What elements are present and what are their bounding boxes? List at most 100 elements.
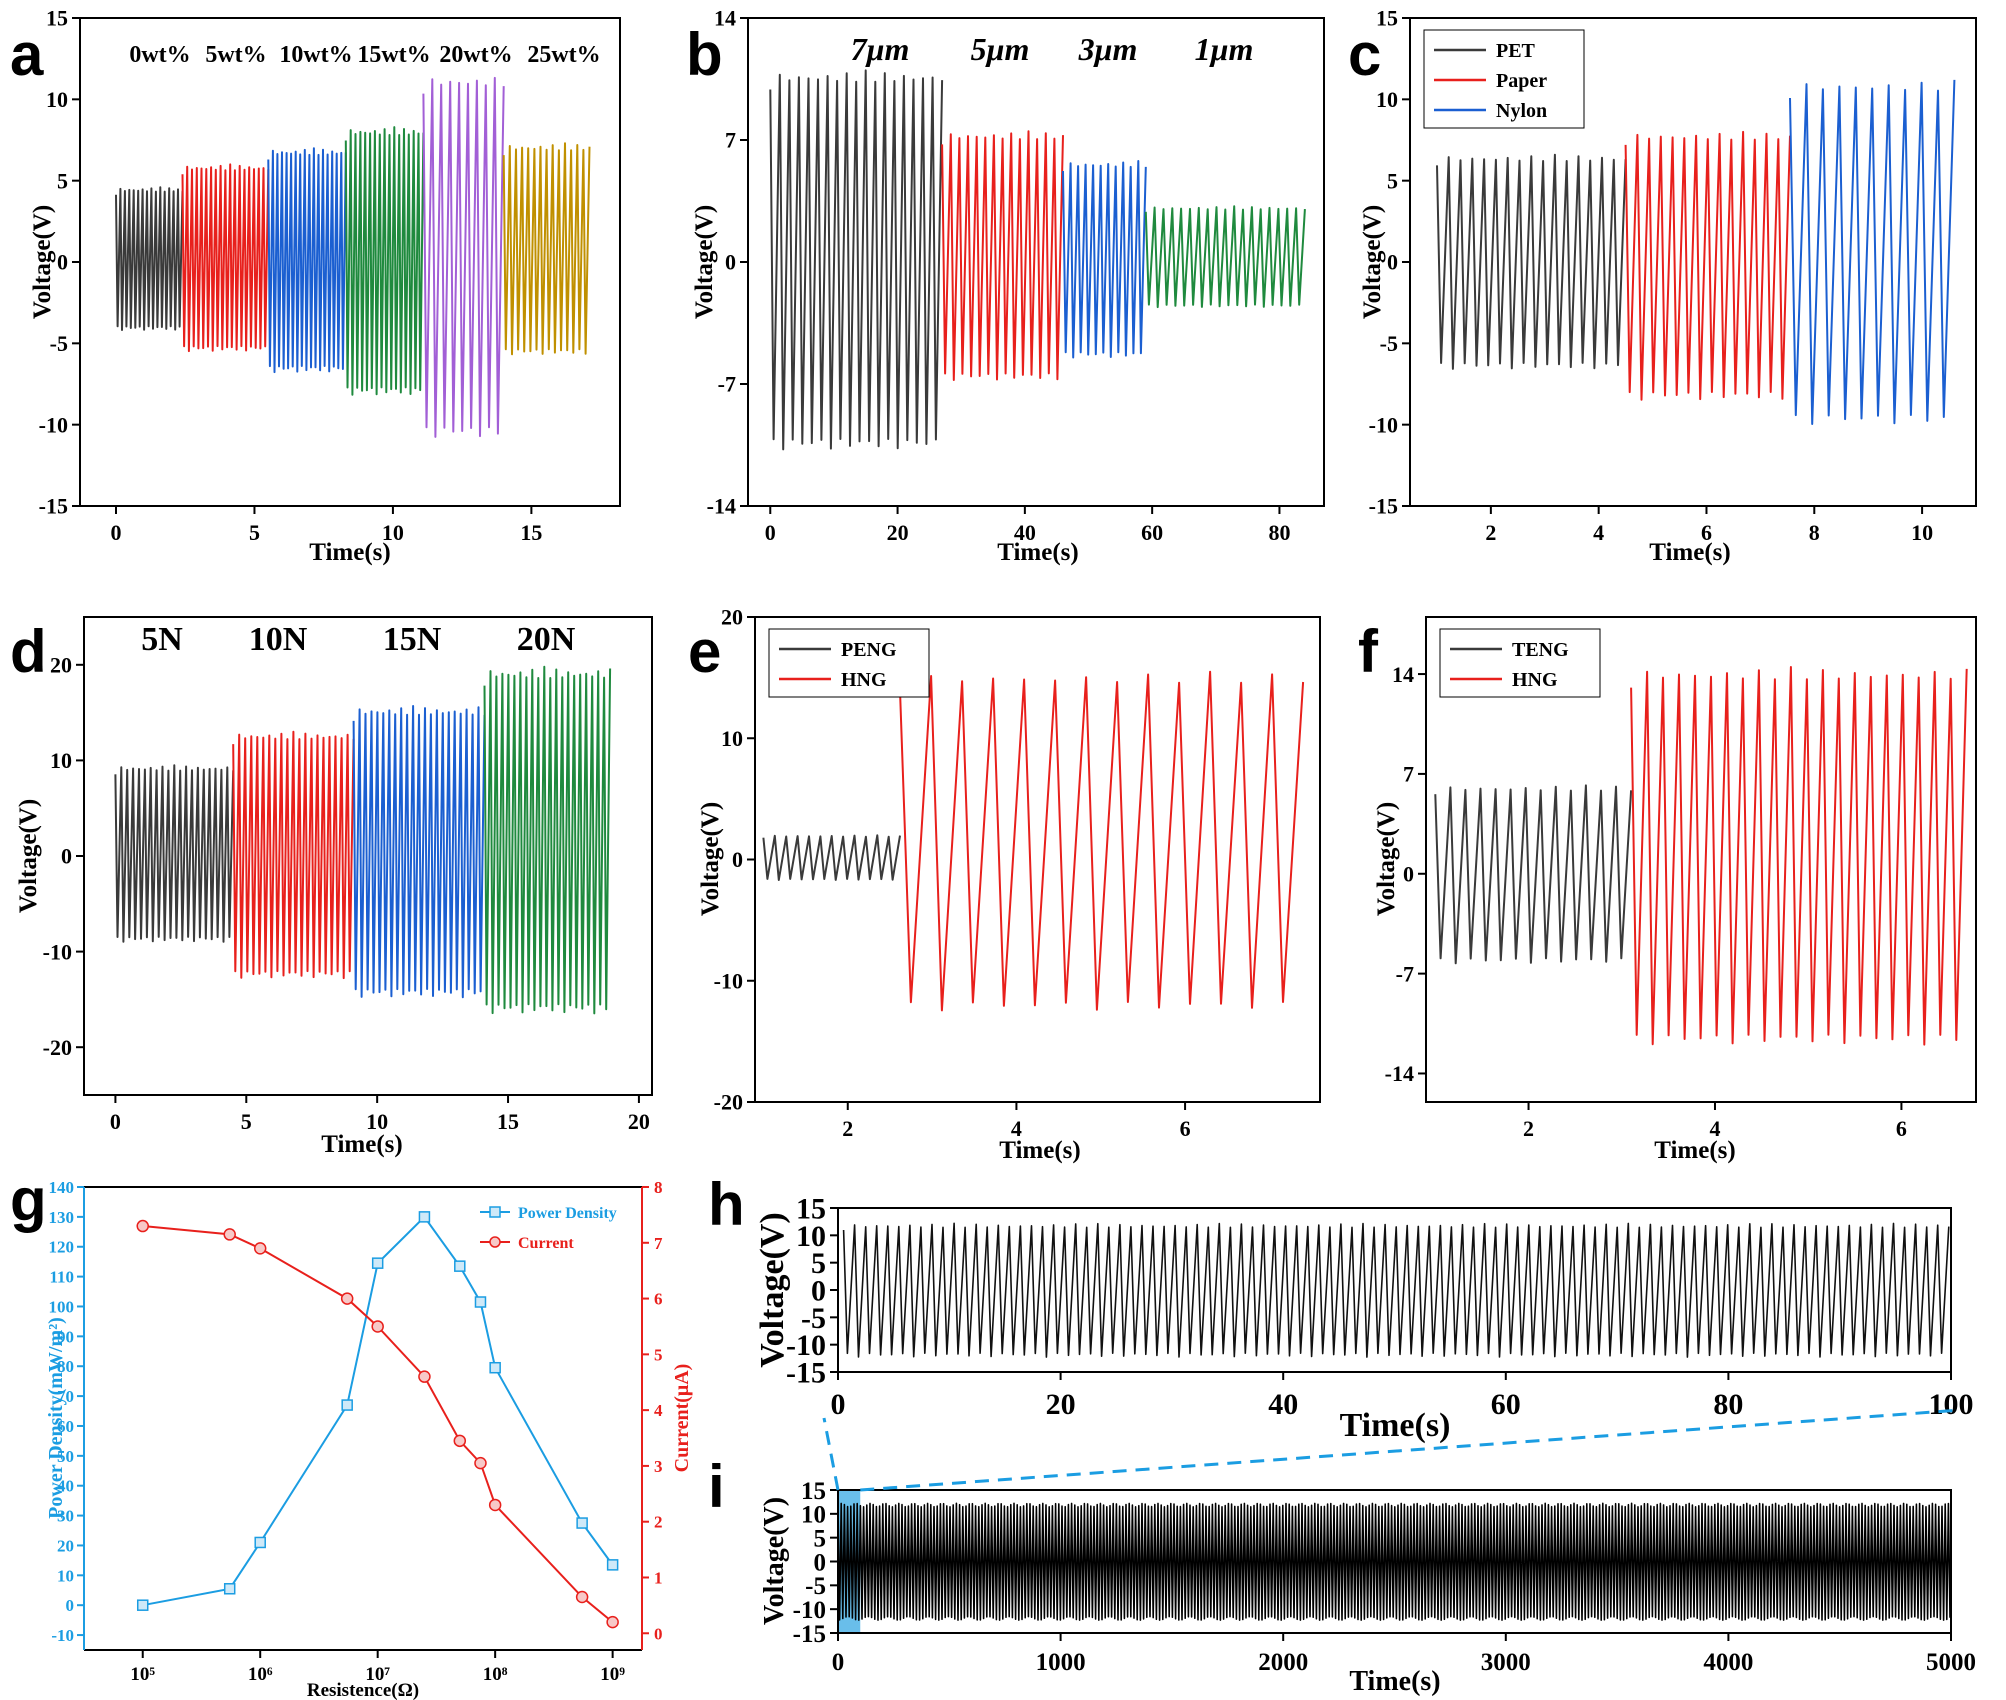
y-tick-label: 15 xyxy=(46,6,68,31)
legend-label: HNG xyxy=(1512,669,1558,691)
legend-label: PET xyxy=(1496,40,1536,62)
y-tick-label-right: 3 xyxy=(654,1457,663,1476)
y-tick-label: -10 xyxy=(1369,412,1398,437)
y-tick-label: -10 xyxy=(786,1329,826,1362)
y-tick-label-right: 5 xyxy=(654,1345,663,1364)
x-tick-label: 2000 xyxy=(1258,1649,1308,1676)
panel-letter: d xyxy=(10,618,47,685)
x-tick-label: 80 xyxy=(1268,520,1290,545)
panel-g: 10⁵ 10⁶ 10⁷ 10⁸ 10⁹-100102030405060708090100… xyxy=(10,1166,693,1700)
x-tick-label: 2 xyxy=(1485,520,1496,545)
x-tick-label: 2 xyxy=(842,1116,853,1141)
y-tick-label: 5 xyxy=(811,1247,826,1280)
legend-label: HNG xyxy=(841,669,887,691)
x-tick-label: 60 xyxy=(1141,520,1163,545)
y-tick-label-right: 2 xyxy=(654,1513,663,1532)
annotation-label: 5N xyxy=(141,621,183,658)
series-line-5 xyxy=(422,76,505,438)
current-point xyxy=(253,1242,267,1255)
y-tick-label: -5 xyxy=(50,331,68,356)
y-axis-label: Voltage(V) xyxy=(691,205,718,319)
power-density-point xyxy=(489,1361,501,1374)
series-line-2 xyxy=(1624,130,1791,401)
power-density-point xyxy=(341,1399,353,1411)
panel-letter: c xyxy=(1348,21,1381,88)
power-density-point xyxy=(254,1536,266,1549)
current-line xyxy=(142,1225,614,1623)
x-axis-label: Time(s) xyxy=(999,1137,1080,1164)
series-line-4 xyxy=(344,126,425,396)
x-tick-label: 10⁷ xyxy=(365,1664,390,1685)
x-tick-label: 20 xyxy=(887,520,909,545)
y-tick-label: 15 xyxy=(801,1478,826,1505)
x-tick-label: 5 xyxy=(249,520,260,545)
y-tick-label-right: 8 xyxy=(654,1178,663,1197)
series-line-2 xyxy=(232,730,355,980)
current-point xyxy=(575,1590,589,1604)
y-tick-label-left: 90 xyxy=(57,1327,74,1346)
y-axis-label: Voltage(V) xyxy=(1373,802,1400,916)
x-tick-label: 6 xyxy=(1180,1116,1191,1141)
y-tick-label: 0 xyxy=(1387,250,1398,275)
y-tick-label: -7 xyxy=(1396,961,1414,986)
current-point xyxy=(371,1320,384,1333)
annotation-label: 10wt% xyxy=(279,42,352,68)
y-tick-label-left: 120 xyxy=(49,1238,75,1257)
x-tick-label: 0 xyxy=(111,520,122,545)
series-line-1 xyxy=(1434,784,1633,965)
y-tick-label-left: 40 xyxy=(57,1477,74,1496)
panel-letter: e xyxy=(688,618,721,685)
y-tick-label: -20 xyxy=(714,1090,743,1115)
y-tick-label: 0 xyxy=(732,847,743,872)
y-tick-label: 0 xyxy=(1403,861,1414,886)
panel-f: 2 4 6 -14 -7 0 7 14 Time(s) Voltage(V) f TENG HNG xyxy=(1358,616,1977,1164)
x-tick-label: 100 xyxy=(1929,1388,1974,1421)
y-tick-label-left: 140 xyxy=(49,1178,75,1197)
current-point xyxy=(418,1370,431,1383)
legend-marker xyxy=(489,1206,501,1218)
x-tick-label: 0 xyxy=(765,520,776,545)
y-tick-label-left: 110 xyxy=(49,1268,74,1287)
x-tick-label: 15 xyxy=(497,1109,519,1134)
x-tick-label: 40 xyxy=(1014,520,1036,545)
series-line-3 xyxy=(1062,160,1147,359)
x-tick-label: 60 xyxy=(1491,1388,1521,1421)
y-tick-label: -15 xyxy=(39,494,68,519)
y-axis-label: Voltage(V) xyxy=(29,205,56,319)
x-tick-label: 3000 xyxy=(1481,1649,1531,1676)
current-point xyxy=(340,1292,354,1305)
y-tick-label-right: 7 xyxy=(654,1234,663,1253)
y-tick-label: 14 xyxy=(714,6,736,31)
y-tick-label: 5 xyxy=(1387,168,1398,193)
power-density-point xyxy=(454,1260,466,1272)
annotation-label: 20wt% xyxy=(439,42,512,68)
x-tick-label: 5 xyxy=(241,1109,252,1134)
y-tick-label: 0 xyxy=(61,844,72,869)
legend-label: PENG xyxy=(841,639,897,661)
y-tick-label: 10 xyxy=(796,1220,826,1253)
panel-i: 0 1000 2000 3000 4000 5000-15-10-5051015Time(… xyxy=(708,1453,1976,1697)
y-tick-label: 0 xyxy=(57,250,68,275)
y-tick-label: -10 xyxy=(39,412,68,437)
panel-a: 0 5 10 15 -15 -10 -5 0 5 10 15 Time(s) Voltage(V) a 0w… xyxy=(10,6,621,566)
current-point xyxy=(488,1498,502,1512)
x-tick-label: 0 xyxy=(832,1649,845,1676)
series-line-1 xyxy=(1436,153,1627,370)
panel-b: 0 20 40 60 80 -14 -7 0 7 14 Time(s) Voltage(V) b 7μm 5… xyxy=(686,6,1325,566)
y-tick-label-right: 4 xyxy=(654,1401,663,1420)
y-tick-label: 20 xyxy=(721,605,743,630)
legend-label: Nylon xyxy=(1496,100,1547,122)
y-tick-label: 10 xyxy=(1376,87,1398,112)
legend-label: Paper xyxy=(1496,70,1547,92)
y-axis-label: Voltage(V) xyxy=(1359,205,1386,319)
y-axis-label: Voltage(V) xyxy=(754,1212,791,1368)
current-point xyxy=(606,1615,619,1629)
x-tick-label: 0 xyxy=(110,1109,121,1134)
annotation-label: 7μm xyxy=(851,31,910,67)
y-axis-label-left: Power Density(mW/m²) xyxy=(45,1317,67,1519)
panel-letter: g xyxy=(10,1166,47,1233)
y-axis-label: Voltage(V) xyxy=(15,799,42,913)
x-tick-label: 10 xyxy=(366,1109,388,1134)
y-tick-label: 10 xyxy=(721,726,743,751)
y-tick-label-left: 80 xyxy=(57,1357,74,1376)
